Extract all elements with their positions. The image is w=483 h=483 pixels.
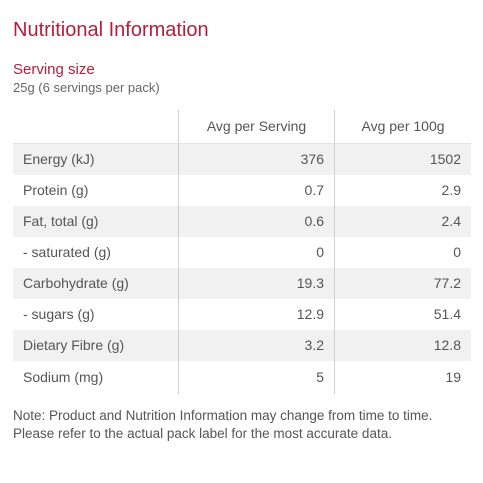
header-nutrient	[13, 110, 179, 144]
nutrient-label: - saturated (g)	[13, 237, 179, 268]
per-100g-value: 0	[334, 237, 471, 268]
header-avg-per-100g: Avg per 100g	[334, 110, 471, 144]
nutrient-label: Energy (kJ)	[13, 143, 179, 175]
serving-size-heading: Serving size	[13, 61, 95, 78]
nutrient-label: - sugars (g)	[13, 299, 179, 330]
per-100g-value: 2.4	[334, 206, 471, 237]
per-serving-value: 19.3	[178, 268, 335, 299]
table-row: Fat, total (g) 0.6 2.4	[13, 206, 471, 237]
disclaimer-note: Note: Product and Nutrition Information …	[13, 408, 433, 441]
nutrient-label: Dietary Fibre (g)	[13, 330, 179, 361]
per-serving-value: 0.7	[178, 175, 335, 206]
table-row: Energy (kJ) 376 1502	[13, 143, 471, 175]
per-100g-value: 1502	[334, 143, 471, 175]
table-row: - sugars (g) 12.9 51.4	[13, 299, 471, 330]
per-100g-value: 2.9	[334, 175, 471, 206]
page-title: Nutritional Information	[13, 19, 209, 41]
header-avg-per-serving: Avg per Serving	[178, 110, 335, 144]
per-serving-value: 5	[178, 361, 335, 394]
serving-size-value: 25g (6 servings per pack)	[13, 80, 160, 95]
per-serving-value: 0	[178, 237, 335, 268]
per-100g-value: 12.8	[334, 330, 471, 361]
table-row: Dietary Fibre (g) 3.2 12.8	[13, 330, 471, 361]
per-serving-value: 376	[178, 143, 335, 175]
nutrient-label: Sodium (mg)	[13, 361, 179, 394]
nutrient-label: Protein (g)	[13, 175, 179, 206]
table-row: Sodium (mg) 5 19	[13, 361, 471, 394]
per-serving-value: 12.9	[178, 299, 335, 330]
per-100g-value: 19	[334, 361, 471, 394]
table-row: Protein (g) 0.7 2.9	[13, 175, 471, 206]
per-100g-value: 51.4	[334, 299, 471, 330]
per-serving-value: 3.2	[178, 330, 335, 361]
per-100g-value: 77.2	[334, 268, 471, 299]
table-row: Carbohydrate (g) 19.3 77.2	[13, 268, 471, 299]
per-serving-value: 0.6	[178, 206, 335, 237]
table-header-row: Avg per Serving Avg per 100g	[13, 110, 471, 144]
nutrient-label: Fat, total (g)	[13, 206, 179, 237]
nutrient-label: Carbohydrate (g)	[13, 268, 179, 299]
table-row: - saturated (g) 0 0	[13, 237, 471, 268]
nutrition-table: Avg per Serving Avg per 100g Energy (kJ)…	[13, 110, 471, 394]
